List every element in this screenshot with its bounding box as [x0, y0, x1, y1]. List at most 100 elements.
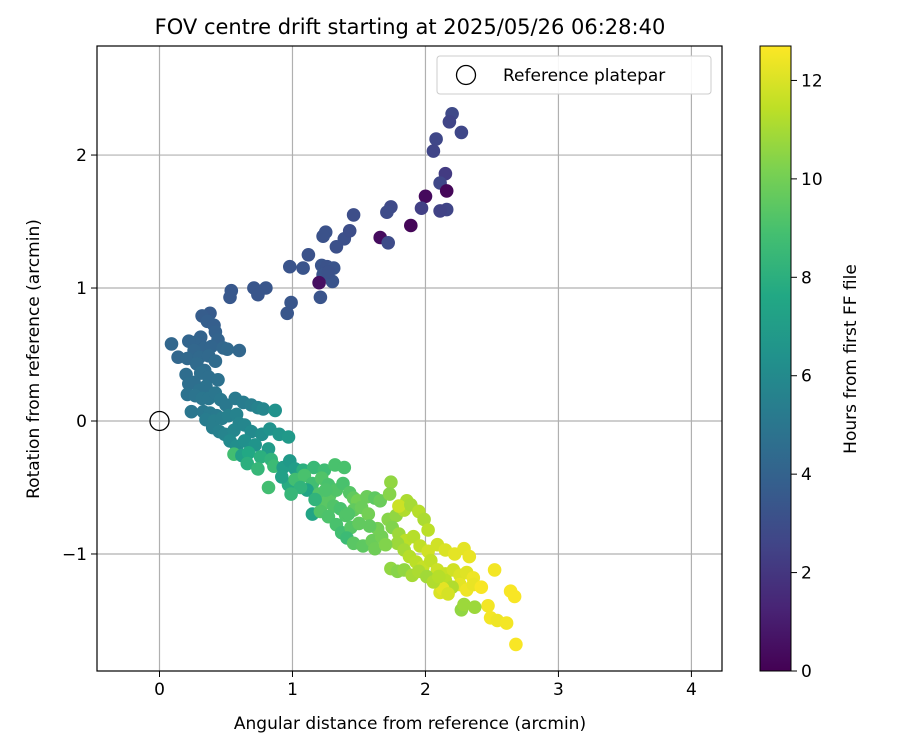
scatter-point	[251, 462, 265, 476]
colorbar-tick-label: 6	[801, 367, 812, 387]
y-tick-label: 2	[76, 146, 87, 166]
scatter-point	[442, 115, 457, 129]
scatter-point	[382, 487, 397, 501]
scatter-point	[220, 342, 235, 357]
scatter-point	[439, 184, 454, 198]
scatter-point	[368, 541, 382, 556]
scatter-point	[433, 204, 447, 218]
scatter-point	[361, 507, 376, 521]
scatter-point	[281, 430, 296, 444]
scatter-point	[441, 587, 455, 601]
scatter-point	[211, 373, 225, 387]
legend-entry-reference: Reference platepar	[503, 66, 665, 86]
reference-marker	[149, 410, 170, 432]
y-tick-label: 0	[76, 412, 87, 432]
scatter-point	[474, 580, 489, 594]
scatter-point	[342, 224, 357, 238]
scatter-point	[380, 205, 394, 219]
scatter-point	[318, 483, 333, 497]
scatter-point	[381, 236, 396, 250]
scatter-point	[384, 475, 398, 490]
scatter-point	[421, 523, 435, 537]
scatter-point	[237, 434, 252, 448]
x-axis-ticks: 0 1 2 3 4	[154, 671, 697, 700]
scatter-point	[499, 616, 514, 630]
scatter-point	[312, 275, 326, 290]
scatter-point	[313, 290, 328, 305]
scatter-point	[362, 519, 377, 533]
x-tick-label: 0	[154, 680, 165, 700]
colorbar-tick-label: 4	[801, 465, 812, 485]
scatter-point	[251, 287, 265, 302]
scatter-point	[337, 460, 352, 475]
chart-title: FOV centre drift starting at 2025/05/26 …	[155, 15, 666, 39]
scatter-point	[268, 403, 283, 418]
scatter-point	[284, 487, 298, 501]
scatter-point	[454, 125, 469, 140]
scatter-point	[253, 450, 268, 464]
scatter-point	[414, 201, 429, 215]
legend-box	[436, 55, 712, 95]
scatter-point	[467, 600, 482, 614]
legend: Reference platepar	[436, 55, 712, 95]
scatter-point	[432, 569, 446, 584]
scatter-point	[307, 460, 321, 475]
scatter-point	[275, 470, 289, 484]
y-axis-ticks: −1 0 1 2	[62, 146, 97, 565]
y-tick-label: 1	[76, 279, 87, 299]
reference-platepar-marker	[149, 410, 170, 432]
scatter-point	[341, 507, 356, 521]
scatter-point	[507, 589, 522, 604]
scatter-point	[378, 537, 393, 552]
scatter-point	[184, 404, 199, 419]
scatter-point	[241, 446, 256, 460]
scatter-point	[308, 492, 322, 507]
colorbar-ticks: 0 2 4 6 8 10 12	[791, 71, 823, 682]
scatter-point	[283, 259, 297, 274]
scatter-point	[457, 597, 471, 612]
colorbar-gradient	[759, 45, 792, 672]
scatter-point	[316, 229, 330, 243]
x-axis-label: Angular distance from reference (arcmin)	[234, 714, 586, 734]
scatter-point	[373, 494, 388, 508]
scatter-point	[164, 337, 179, 351]
scatter-point	[346, 208, 361, 222]
scatter-point	[208, 354, 223, 369]
scatter-point	[296, 261, 310, 275]
scatter-point	[227, 423, 241, 438]
colorbar-tick-label: 0	[801, 662, 812, 682]
plot-frame	[96, 45, 723, 672]
scatter-point	[417, 512, 431, 527]
colorbar-tick-label: 2	[801, 564, 812, 584]
scatter-point	[261, 480, 276, 495]
scatter-point	[256, 402, 271, 416]
scatter-point	[509, 637, 523, 652]
scatter-point	[487, 563, 502, 577]
x-tick-label: 3	[553, 680, 564, 700]
scatter-point	[232, 343, 247, 358]
scatter-point	[418, 189, 433, 204]
scatter-point	[284, 295, 298, 310]
scatter-point	[462, 549, 477, 564]
colorbar-tick-label: 12	[801, 71, 823, 91]
scatter-point	[352, 516, 366, 531]
scatter-point	[329, 240, 344, 254]
x-tick-label: 1	[287, 680, 298, 700]
colorbar-tick-label: 10	[801, 170, 823, 190]
scatter-point	[426, 144, 441, 158]
scatter-point	[301, 248, 316, 262]
scatter-point	[280, 306, 295, 321]
plot-area: 0 1 2 3 4 −1 0 1 2	[62, 45, 723, 700]
scatter-points	[164, 107, 523, 652]
x-tick-label: 4	[686, 680, 697, 700]
colorbar: 0 2 4 6 8 10 12 Hours from first FF file	[759, 45, 861, 682]
y-tick-label: −1	[62, 545, 87, 565]
scatter-point	[392, 499, 406, 513]
scatter-point	[404, 218, 418, 233]
scatter-point	[481, 599, 495, 613]
scatter-point	[223, 290, 237, 305]
x-tick-label: 2	[420, 680, 431, 700]
y-axis-label: Rotation from reference (arcmin)	[24, 219, 44, 499]
scatter-point	[429, 132, 443, 146]
